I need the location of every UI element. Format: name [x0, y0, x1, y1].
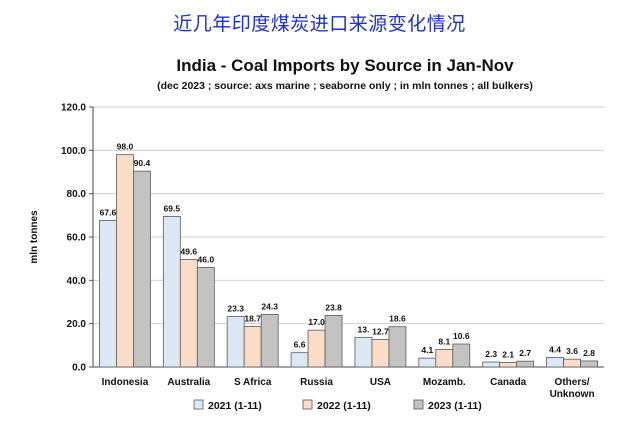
- bar: [516, 360, 535, 368]
- y-tick-label: 20.0: [67, 319, 87, 330]
- bar: [226, 316, 245, 368]
- bar: [290, 352, 309, 368]
- x-tick-label: Australia: [167, 377, 210, 388]
- bar: [307, 329, 326, 368]
- data-label: 49.6: [181, 247, 198, 257]
- chart-title: India - Coal Imports by Source in Jan-No…: [176, 56, 514, 75]
- data-label: 6.6: [294, 340, 306, 350]
- data-label: 17.0: [308, 317, 325, 327]
- data-label: 18.6: [389, 314, 406, 324]
- data-label: 98.0: [117, 142, 134, 152]
- chart-subtitle: (dec 2023 ; source: axs marine ; seaborn…: [157, 80, 533, 92]
- bar: [99, 220, 117, 368]
- y-tick-label: 120.0: [61, 103, 86, 114]
- x-tick-label: Unknown: [550, 389, 595, 400]
- bar: [580, 360, 598, 368]
- x-tick-label: Indonesia: [102, 377, 149, 388]
- y-tick-label: 60.0: [67, 233, 87, 244]
- data-label: 13.: [358, 324, 370, 334]
- data-label: 4.1: [421, 345, 433, 355]
- y-axis-label: mln tonnes: [29, 210, 40, 264]
- legend-label: 2023 (1-11): [428, 400, 482, 412]
- bar: [563, 358, 581, 368]
- data-label: 4.4: [549, 344, 561, 354]
- bar: [116, 154, 134, 368]
- data-label: 3.6: [566, 346, 578, 356]
- x-tick-label: Mozamb.: [423, 377, 466, 388]
- bar: [260, 313, 279, 368]
- x-tick-label: S Africa: [234, 377, 272, 388]
- data-label: 67.6: [100, 208, 117, 218]
- bar: [499, 362, 518, 368]
- bar: [133, 170, 151, 368]
- x-tick-label: Canada: [490, 377, 527, 388]
- y-tick-label: 100.0: [61, 146, 86, 157]
- y-tick-label: 80.0: [67, 189, 87, 200]
- legend-label: 2022 (1-11): [317, 400, 371, 412]
- bar: [482, 361, 501, 368]
- bar: [388, 326, 407, 368]
- bar: [354, 336, 373, 368]
- legend-label: 2021 (1-11): [208, 400, 262, 412]
- data-label: 12.7: [372, 326, 389, 336]
- data-label: 23.8: [325, 302, 342, 312]
- bar: [452, 343, 471, 368]
- legend-swatch: [413, 399, 424, 410]
- y-tick-label: 0.0: [72, 363, 86, 374]
- bar: [243, 326, 262, 368]
- y-tick-label: 40.0: [67, 276, 87, 287]
- legend-swatch: [302, 399, 313, 410]
- bar: [162, 216, 181, 368]
- data-label: 10.6: [453, 331, 470, 341]
- bar: [324, 315, 343, 368]
- legend-swatch: [193, 399, 204, 410]
- data-label: 69.5: [164, 203, 181, 213]
- bar: [371, 339, 390, 368]
- data-label: 2.3: [485, 349, 497, 359]
- data-label: 24.3: [261, 301, 278, 311]
- x-tick-label: Russia: [300, 377, 333, 388]
- data-label: 8.1: [438, 336, 450, 346]
- bar: [196, 266, 215, 368]
- bar: [179, 259, 198, 368]
- data-label: 2.8: [583, 348, 595, 358]
- x-tick-label: Others/: [555, 377, 590, 388]
- data-label: 2.1: [502, 349, 514, 359]
- data-label: 2.7: [519, 348, 531, 358]
- bar: [546, 357, 564, 368]
- bar: [418, 357, 437, 368]
- data-label: 23.3: [227, 304, 244, 314]
- data-label: 18.7: [244, 313, 261, 323]
- document-heading: 近几年印度煤炭进口来源变化情况: [173, 13, 466, 35]
- data-label: 90.4: [134, 158, 151, 168]
- bar: [435, 349, 454, 368]
- data-label: 46.0: [198, 254, 215, 264]
- x-tick-label: USA: [370, 377, 391, 388]
